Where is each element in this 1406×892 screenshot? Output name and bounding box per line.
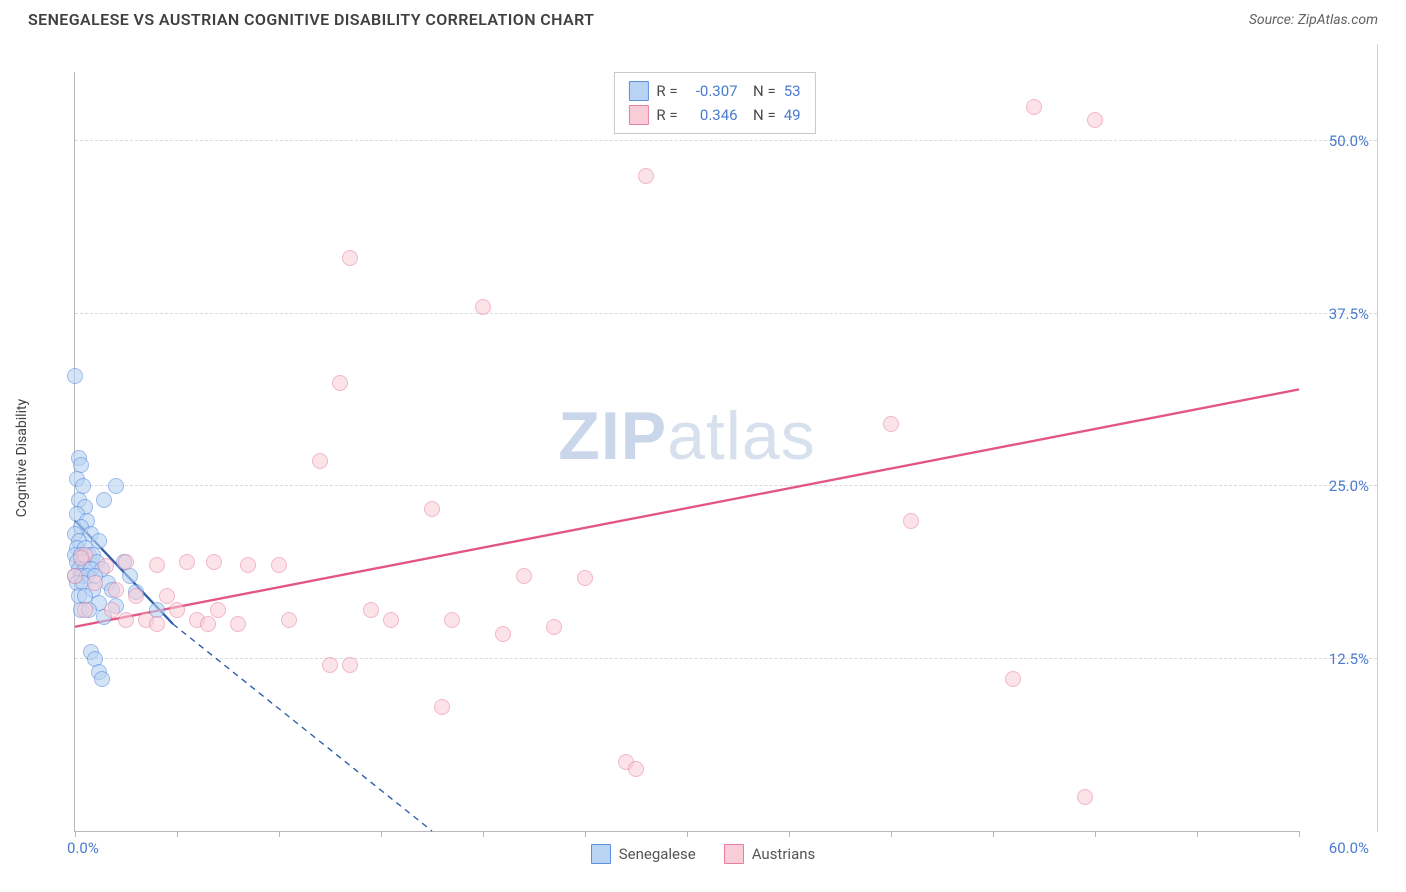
data-point — [149, 616, 165, 632]
legend-swatch-2 — [724, 844, 744, 864]
x-tick — [993, 831, 994, 837]
data-point — [444, 612, 460, 628]
data-point — [883, 416, 899, 432]
data-point — [342, 250, 358, 266]
data-point — [322, 657, 338, 673]
data-point — [1005, 671, 1021, 687]
x-tick — [1197, 831, 1198, 837]
gridline-h — [75, 658, 1377, 659]
chart-title: SENEGALESE VS AUSTRIAN COGNITIVE DISABIL… — [28, 10, 594, 29]
gridline-h — [75, 313, 1377, 314]
data-point — [77, 602, 93, 618]
data-point — [363, 602, 379, 618]
y-tick-label: 50.0% — [1307, 132, 1369, 150]
data-point — [475, 299, 491, 315]
x-tick — [687, 831, 688, 837]
data-point — [169, 602, 185, 618]
gridline-h — [75, 485, 1377, 486]
data-point — [149, 557, 165, 573]
data-point — [342, 657, 358, 673]
data-point — [179, 554, 195, 570]
data-point — [281, 612, 297, 628]
data-point — [206, 554, 222, 570]
data-point — [104, 602, 120, 618]
data-point — [271, 557, 287, 573]
source-label: Source: ZipAtlas.com — [1249, 12, 1378, 28]
legend-label-2: Austrians — [752, 845, 816, 863]
data-point — [122, 568, 138, 584]
data-point — [577, 570, 593, 586]
plot-area: ZIPatlas 0.0% 60.0% 12.5%25.0%37.5%50.0%… — [52, 44, 1378, 832]
data-point — [383, 612, 399, 628]
stats-swatch-2 — [628, 105, 648, 125]
x-tick — [483, 831, 484, 837]
data-point — [628, 761, 644, 777]
y-tick-label: 25.0% — [1307, 477, 1369, 495]
data-point — [67, 568, 83, 584]
data-point — [210, 602, 226, 618]
x-tick — [75, 831, 76, 837]
x-tick — [177, 831, 178, 837]
chart-container: Cognitive Disability ZIPatlas 0.0% 60.0%… — [28, 44, 1378, 872]
data-point — [94, 671, 110, 687]
y-axis-label: Cognitive Disability — [14, 399, 30, 517]
data-point — [230, 616, 246, 632]
x-tick — [789, 831, 790, 837]
stats-row-1: R = -0.307 N = 53 — [628, 79, 800, 103]
x-tick — [279, 831, 280, 837]
header: SENEGALESE VS AUSTRIAN COGNITIVE DISABIL… — [0, 0, 1406, 35]
y-tick-label: 12.5% — [1307, 650, 1369, 668]
data-point — [332, 375, 348, 391]
stats-swatch-1 — [628, 81, 648, 101]
data-point — [108, 478, 124, 494]
data-point — [903, 513, 919, 529]
data-point — [96, 492, 112, 508]
x-tick — [585, 831, 586, 837]
data-point — [312, 453, 328, 469]
data-point — [159, 588, 175, 604]
x-tick — [1299, 831, 1300, 837]
plot-inner: ZIPatlas 0.0% 60.0% 12.5%25.0%37.5%50.0% — [74, 72, 1299, 832]
data-point — [108, 582, 124, 598]
stats-box: R = -0.307 N = 53 R = 0.346 N = 49 — [613, 72, 815, 134]
data-point — [516, 568, 532, 584]
data-point — [240, 557, 256, 573]
legend-item-1: Senegalese — [591, 844, 696, 864]
x-tick — [1095, 831, 1096, 837]
data-point — [118, 612, 134, 628]
data-point — [67, 368, 83, 384]
data-point — [98, 558, 114, 574]
data-point — [1026, 99, 1042, 115]
data-point — [546, 619, 562, 635]
data-point — [1077, 789, 1093, 805]
legend: Senegalese Austrians — [28, 844, 1378, 864]
gridline-h — [75, 140, 1377, 141]
legend-swatch-1 — [591, 844, 611, 864]
data-point — [87, 575, 103, 591]
data-point — [200, 616, 216, 632]
data-point — [1087, 112, 1103, 128]
legend-label-1: Senegalese — [619, 845, 696, 863]
x-tick — [891, 831, 892, 837]
data-point — [424, 501, 440, 517]
data-point — [495, 626, 511, 642]
trend-lines — [75, 72, 1299, 831]
data-point — [128, 588, 144, 604]
data-point — [73, 550, 89, 566]
stats-row-2: R = 0.346 N = 49 — [628, 103, 800, 127]
data-point — [434, 699, 450, 715]
data-point — [118, 554, 134, 570]
y-tick-label: 37.5% — [1307, 305, 1369, 323]
data-point — [638, 168, 654, 184]
legend-item-2: Austrians — [724, 844, 816, 864]
watermark: ZIPatlas — [558, 397, 815, 475]
x-tick — [381, 831, 382, 837]
